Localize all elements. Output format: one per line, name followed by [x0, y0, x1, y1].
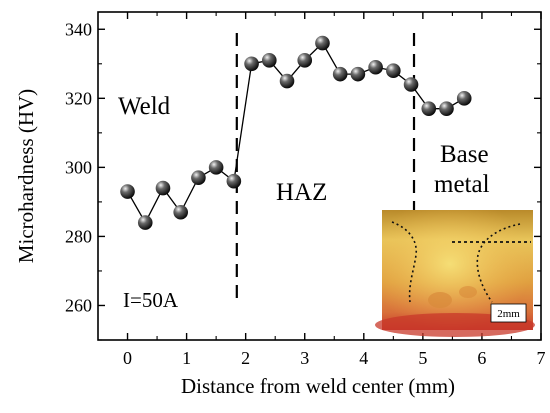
data-points [120, 35, 472, 230]
micrograph-inset: 2mm [375, 210, 535, 337]
x-tick-label: 7 [537, 348, 546, 368]
data-point [244, 56, 259, 72]
data-point [403, 77, 419, 92]
x-tick-label: 3 [300, 348, 309, 368]
x-axis-title: Distance from weld center (mm) [181, 374, 455, 398]
data-point [261, 53, 277, 68]
data-point [350, 66, 366, 82]
data-point [155, 180, 171, 196]
x-tick-label: 6 [477, 348, 486, 368]
y-tick-label: 280 [65, 226, 92, 246]
scale-bar-box [490, 303, 527, 323]
region-label-weld: Weld [118, 93, 171, 120]
data-point [120, 184, 135, 199]
data-point [226, 173, 242, 189]
y-tick-label: 300 [65, 157, 92, 177]
data-point [173, 204, 188, 220]
data-point [137, 215, 153, 230]
data-point [456, 91, 472, 106]
x-tick-label: 5 [418, 348, 427, 368]
y-tick-label: 320 [65, 88, 92, 108]
x-tick-label: 2 [241, 348, 250, 368]
y-axis-title: Microhardness (HV) [14, 89, 38, 263]
data-point [332, 66, 348, 82]
y-tick-label: 260 [65, 295, 92, 315]
data-point [368, 59, 383, 75]
region-label-base-2: metal [434, 171, 490, 198]
data-point [191, 170, 206, 186]
data-point [208, 160, 224, 175]
x-tick-label: 4 [359, 348, 368, 368]
x-tick-label: 1 [182, 348, 191, 368]
current-label: I=50A [123, 288, 179, 312]
data-point [297, 53, 313, 68]
axis-ticks: 0 1 2 3 4 5 6 7 260 280 300 320 340 [65, 12, 546, 368]
y-tick-label: 340 [65, 19, 92, 39]
data-point [421, 101, 437, 116]
region-label-haz: HAZ [276, 179, 327, 206]
data-point [439, 101, 454, 116]
data-point [279, 73, 295, 89]
data-point [386, 63, 401, 78]
plot-frame [97, 11, 542, 341]
x-tick-label: 0 [123, 348, 132, 368]
region-label-base-1: Base [440, 141, 489, 168]
scale-bar-label: 2mm [497, 308, 520, 320]
data-point [315, 35, 330, 51]
